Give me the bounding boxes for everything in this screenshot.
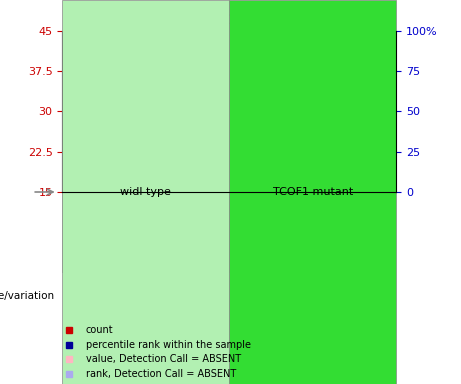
Bar — [229, 0, 396, 384]
Text: GSM257057: GSM257057 — [364, 205, 373, 260]
Text: GSM257052: GSM257052 — [86, 205, 95, 260]
Bar — [196, 157, 207, 192]
Text: rank, Detection Call = ABSENT: rank, Detection Call = ABSENT — [86, 369, 236, 379]
Bar — [341, 192, 396, 273]
Text: GSM257056: GSM257056 — [197, 205, 206, 260]
Bar — [62, 0, 229, 384]
Text: TCOF1 mutant: TCOF1 mutant — [273, 187, 353, 197]
Bar — [285, 192, 341, 273]
Text: widl type: widl type — [120, 187, 171, 197]
Bar — [252, 99, 262, 192]
Text: GSM257055: GSM257055 — [308, 205, 318, 260]
Bar — [308, 71, 318, 192]
Text: genotype/variation: genotype/variation — [0, 291, 54, 301]
Bar — [62, 192, 118, 273]
Text: percentile rank within the sample: percentile rank within the sample — [86, 340, 251, 350]
Bar — [229, 192, 285, 273]
Bar — [118, 192, 174, 273]
Bar — [85, 105, 95, 192]
Text: GSM257053: GSM257053 — [253, 205, 262, 260]
Text: GSM257054: GSM257054 — [141, 205, 150, 260]
Text: count: count — [86, 326, 113, 336]
Bar — [361, 168, 376, 192]
Bar — [174, 192, 229, 273]
Title: GDS3172 / 1418756_at: GDS3172 / 1418756_at — [148, 13, 310, 27]
Bar — [138, 60, 154, 192]
Text: value, Detection Call = ABSENT: value, Detection Call = ABSENT — [86, 354, 241, 364]
